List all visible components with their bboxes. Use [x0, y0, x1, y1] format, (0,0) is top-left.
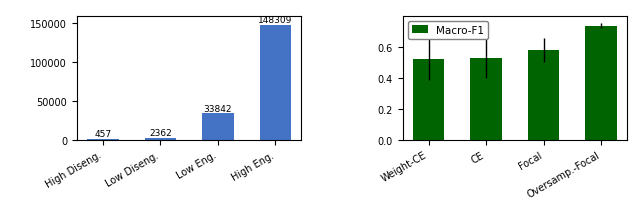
Text: 33842: 33842 [204, 104, 232, 113]
Bar [528, 51, 559, 140]
Text: 2362: 2362 [149, 128, 172, 137]
Bar [470, 59, 502, 140]
Bar [413, 60, 444, 140]
Bar [202, 114, 234, 140]
Bar [586, 27, 617, 140]
Bar [145, 138, 176, 140]
Legend: Macro-F1: Macro-F1 [408, 22, 488, 40]
Bar [260, 26, 291, 140]
Text: 457: 457 [94, 130, 111, 139]
Text: 148309: 148309 [258, 16, 292, 25]
